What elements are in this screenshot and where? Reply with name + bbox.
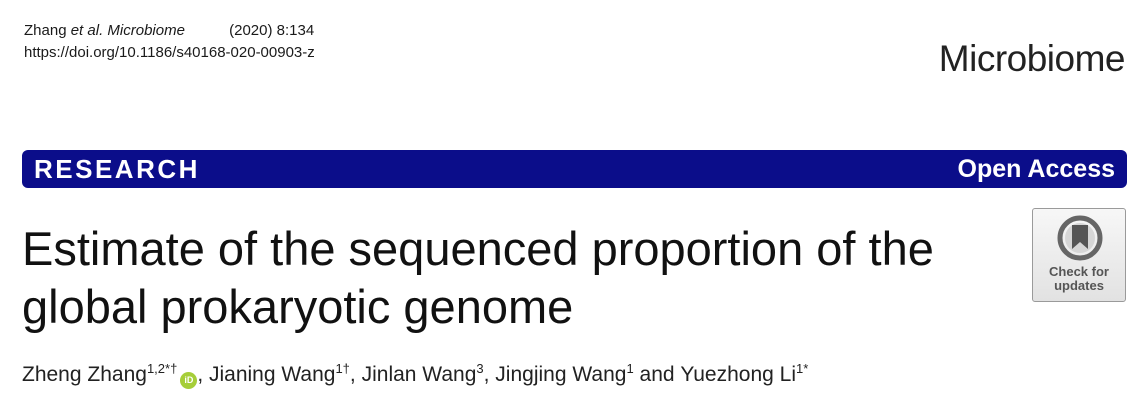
doi-link[interactable]: https://doi.org/10.1186/s40168-020-00903… xyxy=(24,44,315,61)
author-separator: , xyxy=(349,363,362,386)
author-separator: , xyxy=(483,363,496,386)
citation-line: Zhang et al. Microbiome (2020) 8:134 xyxy=(24,20,315,42)
author-affiliation: 1† xyxy=(335,361,350,376)
author-name[interactable]: Zheng Zhang xyxy=(22,363,147,386)
author-affiliation: 3 xyxy=(476,361,484,376)
article-type: RESEARCH xyxy=(34,153,200,184)
author-list: Zheng Zhang1,2*†iD, Jianing Wang1†, Jinl… xyxy=(22,362,808,389)
bookmark-circle-icon xyxy=(1057,215,1103,261)
citation-author: Zhang xyxy=(24,22,67,39)
orcid-icon[interactable]: iD xyxy=(180,372,198,389)
journal-logo[interactable]: Microbiome xyxy=(938,38,1126,79)
citation-journal: Microbiome xyxy=(107,22,185,39)
author-name[interactable]: Jinlan Wang xyxy=(361,363,477,386)
author-affiliation: 1* xyxy=(796,361,809,376)
author-affiliation: 1,2*† xyxy=(146,361,178,376)
citation-et-al: et al. xyxy=(70,22,104,39)
open-access-label: Open Access xyxy=(957,154,1115,183)
article-title: Estimate of the sequenced proportion of … xyxy=(22,222,934,333)
check-for-updates-label: Check for updates xyxy=(1049,264,1109,293)
author-name[interactable]: Jingjing Wang xyxy=(495,363,627,386)
check-for-updates-button[interactable]: Check for updates xyxy=(1032,208,1126,302)
citation-year-volume: (2020) 8:134 xyxy=(229,22,315,39)
author-affiliation: 1 xyxy=(626,361,634,376)
author-separator: , xyxy=(197,363,209,386)
citation-block: Zhang et al. Microbiome (2020) 8:134 htt… xyxy=(24,20,315,64)
author-name[interactable]: Jianing Wang xyxy=(208,363,336,386)
article-type-banner: RESEARCH Open Access xyxy=(22,150,1127,188)
author-conjunction: and xyxy=(639,363,675,386)
author-name[interactable]: Yuezhong Li xyxy=(680,363,797,386)
